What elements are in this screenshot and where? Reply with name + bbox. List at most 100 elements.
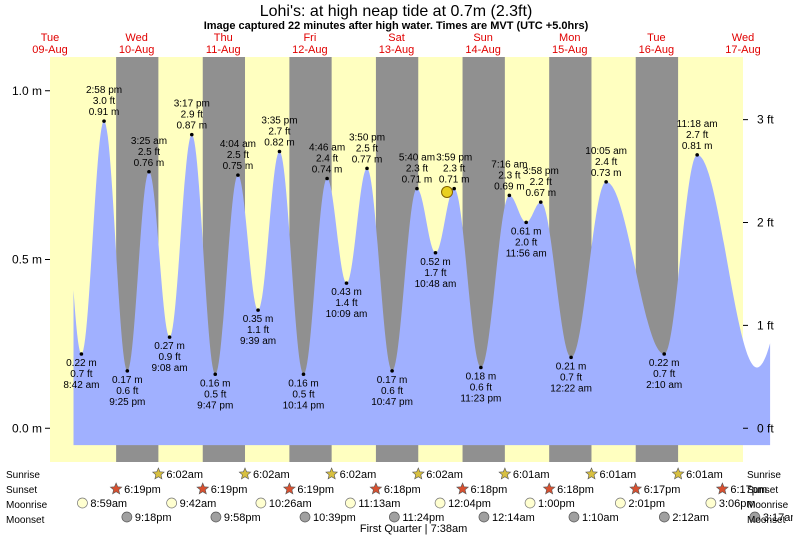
day-date: 15-Aug <box>552 44 587 56</box>
sunrise-time: 6:01am <box>513 469 550 481</box>
tide-height-ft: 0.7 ft <box>70 369 92 380</box>
sunrise-time: 6:02am <box>426 469 463 481</box>
day-date: 17-Aug <box>725 44 760 56</box>
tide-time: 10:47 pm <box>371 397 413 408</box>
tide-height-ft: 3.0 ft <box>93 96 115 107</box>
tide-height-ft: 1.4 ft <box>335 298 357 309</box>
tide-height-m: 0.69 m <box>494 181 525 192</box>
tide-point <box>569 355 573 360</box>
moonrise-time: 1:00pm <box>538 498 575 510</box>
moonset-icon <box>121 511 133 523</box>
tide-time: 3:58 pm <box>523 166 559 177</box>
row-label-moonset-right: Moonset <box>747 515 786 526</box>
moon-phase: First Quarter | 7:38am <box>360 523 467 535</box>
moonrise-icon <box>434 497 446 509</box>
day-date: 10-Aug <box>119 44 154 56</box>
tide-point <box>79 352 84 356</box>
moonrise-icon <box>255 497 267 509</box>
moonrise-time: 10:26am <box>269 498 312 510</box>
sunset-icon <box>369 482 383 495</box>
moonrise-icon <box>345 497 356 509</box>
sunset-icon <box>715 482 729 495</box>
tide-height-ft: 2.3 ft <box>498 170 520 181</box>
tide-point <box>452 186 456 191</box>
sunset-icon <box>109 482 123 495</box>
tide-height-ft: 2.3 ft <box>406 164 428 175</box>
sunset-time: 6:19pm <box>124 484 161 496</box>
tide-height-ft: 2.7 ft <box>686 130 708 141</box>
tide-height-ft: 0.6 ft <box>381 386 403 397</box>
tide-height-m: 0.71 m <box>402 175 433 186</box>
tide-point <box>604 180 608 184</box>
y-tick-label-left: 0.0 m <box>12 421 42 435</box>
tide-time: 10:09 am <box>326 309 368 320</box>
sunrise-icon <box>498 467 512 480</box>
tide-point <box>662 352 667 356</box>
tide-point <box>415 186 419 191</box>
tide-height-ft: 2.5 ft <box>227 150 249 161</box>
tide-time: 5:40 am <box>399 153 435 164</box>
tide-time: 8:42 am <box>63 380 99 391</box>
tide-point <box>213 372 218 377</box>
row-label-sunset-left: Sunset <box>6 485 37 496</box>
moonrise-icon <box>524 497 536 509</box>
tide-time: 9:39 am <box>240 336 276 347</box>
day-date: 13-Aug <box>379 44 414 56</box>
day-header: Tue09-AugWed10-AugThu11-AugFri12-AugSat1… <box>32 32 760 56</box>
tide-point <box>524 220 528 225</box>
moonset-icon <box>568 511 580 523</box>
tide-point <box>301 372 306 377</box>
moonset-icon <box>658 511 670 523</box>
moonset-icon <box>478 511 490 523</box>
sunset-icon <box>196 482 210 495</box>
y-tick-label-left: 1.0 m <box>12 84 42 98</box>
day-name: Tue <box>647 32 666 44</box>
tide-height-m: 0.16 m <box>288 378 319 389</box>
tide-height-m: 0.17 m <box>112 375 143 386</box>
tide-point <box>433 250 438 255</box>
tide-height-m: 0.91 m <box>89 107 120 118</box>
moonset-time: 9:18pm <box>135 512 172 524</box>
tide-area <box>73 121 771 446</box>
tide-height-ft: 2.2 ft <box>530 177 552 188</box>
tide-height-ft: 0.7 ft <box>560 372 582 383</box>
y-axes: 0.0 m 0.5 m 1.0 m 0 ft 1 ft 2 ft 3 ft <box>12 84 774 436</box>
tide-events: 0.22 m0.7 ft8:42 am2:58 pm3.0 ft0.91 m0.… <box>63 85 717 411</box>
sunrise-icon <box>411 467 425 480</box>
tide-height-ft: 2.5 ft <box>138 147 160 158</box>
tide-point <box>147 169 151 174</box>
y-tick-label-right: 3 ft <box>757 113 774 127</box>
tide-height-ft: 0.6 ft <box>116 386 138 397</box>
tide-height-m: 0.27 m <box>154 341 185 352</box>
day-date: 14-Aug <box>465 44 500 56</box>
tide-time: 3:25 am <box>131 136 167 147</box>
chart-title: Lohi's: at high neap tide at 0.7m (2.3ft… <box>260 3 533 20</box>
tide-height-m: 0.21 m <box>556 361 587 372</box>
tide-point <box>236 173 240 177</box>
tide-time: 10:14 pm <box>283 400 325 411</box>
sunrise-time: 6:01am <box>599 469 636 481</box>
tide-time: 3:59 pm <box>436 153 472 164</box>
tide-time: 7:16 am <box>491 159 527 170</box>
tide-height-m: 0.75 m <box>223 161 254 172</box>
sunset-time: 6:18pm <box>384 484 421 496</box>
day-date: 11-Aug <box>206 44 241 56</box>
tide-height-ft: 1.7 ft <box>424 268 446 279</box>
tide-height-m: 0.67 m <box>525 188 556 199</box>
sun-moon-rows: 6:02am 6:02am 6:02am 6:02am 6:01am 6:01am 6:01… <box>77 467 793 535</box>
moonrise-icon <box>615 497 626 509</box>
tide-time: 2:10 am <box>646 380 682 391</box>
tide-point <box>277 149 282 154</box>
tide-point <box>365 166 369 171</box>
tide-point <box>390 369 394 373</box>
tide-point <box>256 308 260 312</box>
sunset-time: 6:17pm <box>644 484 681 496</box>
tide-time: 12:22 am <box>550 383 592 394</box>
tide-time: 3:17 pm <box>174 99 210 110</box>
tide-point <box>479 365 483 370</box>
moonrise-time: 11:13am <box>358 498 400 510</box>
moonrise-icon <box>166 497 177 509</box>
tide-height-m: 0.73 m <box>591 168 622 179</box>
tide-height-m: 0.17 m <box>377 375 408 386</box>
tide-point <box>189 132 194 137</box>
